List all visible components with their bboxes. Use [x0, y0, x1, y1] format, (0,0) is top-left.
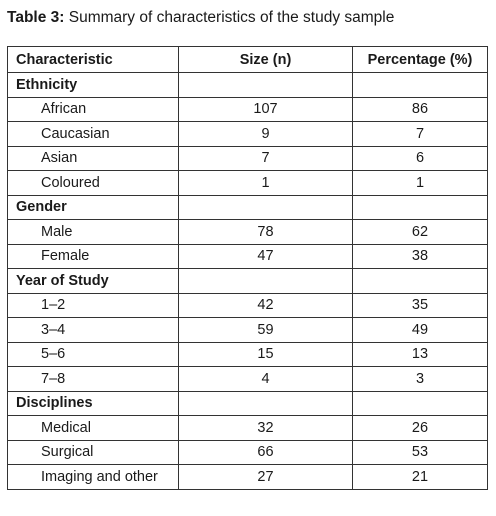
header-size: Size (n): [178, 46, 353, 73]
header-characteristic: Characteristic: [7, 46, 179, 73]
table-header: Characteristic Size (n) Percentage (%): [7, 46, 488, 73]
summary-table: Characteristic Size (n) Percentage (%) E…: [7, 46, 488, 490]
percentage-cell: 7: [352, 121, 488, 147]
size-cell: 78: [178, 219, 353, 245]
table-row: Asian 7 6: [7, 145, 488, 171]
row-label: Surgical: [7, 439, 179, 465]
group-row-gender: Gender: [7, 194, 488, 220]
header-row: Characteristic Size (n) Percentage (%): [7, 46, 488, 73]
group-row-ethnicity: Ethnicity: [7, 72, 488, 98]
empty-cell: [352, 194, 488, 220]
size-cell: 66: [178, 439, 353, 465]
table-row: Imaging and other 27 21: [7, 464, 488, 490]
table-row: 1–2 42 35: [7, 292, 488, 318]
size-cell: 32: [178, 415, 353, 441]
size-cell: 42: [178, 292, 353, 318]
header-percentage: Percentage (%): [352, 46, 488, 73]
empty-cell: [352, 390, 488, 416]
percentage-cell: 6: [352, 145, 488, 171]
size-cell: 107: [178, 96, 353, 122]
table-caption: Table 3: Summary of characteristics of t…: [7, 8, 394, 28]
percentage-cell: 53: [352, 439, 488, 465]
empty-cell: [352, 268, 488, 294]
percentage-cell: 35: [352, 292, 488, 318]
group-label: Gender: [7, 194, 179, 220]
table-row: Surgical 66 53: [7, 439, 488, 465]
percentage-cell: 1: [352, 170, 488, 196]
row-label: Coloured: [7, 170, 179, 196]
table-row: 7–8 4 3: [7, 366, 488, 392]
table-row: 3–4 59 49: [7, 317, 488, 343]
row-label: Male: [7, 219, 179, 245]
group-row-disciplines: Disciplines: [7, 390, 488, 416]
empty-cell: [178, 390, 353, 416]
size-cell: 1: [178, 170, 353, 196]
percentage-cell: 26: [352, 415, 488, 441]
size-cell: 9: [178, 121, 353, 147]
table-body: Ethnicity African 107 86 Caucasian 9 7 A…: [7, 72, 488, 490]
empty-cell: [352, 72, 488, 98]
percentage-cell: 49: [352, 317, 488, 343]
size-cell: 4: [178, 366, 353, 392]
row-label: 7–8: [7, 366, 179, 392]
row-label: 1–2: [7, 292, 179, 318]
table-row: Caucasian 9 7: [7, 121, 488, 147]
row-label: Medical: [7, 415, 179, 441]
table-row: 5–6 15 13: [7, 341, 488, 367]
empty-cell: [178, 194, 353, 220]
percentage-cell: 13: [352, 341, 488, 367]
group-label: Disciplines: [7, 390, 179, 416]
group-row-year-of-study: Year of Study: [7, 268, 488, 294]
row-label: Asian: [7, 145, 179, 171]
size-cell: 7: [178, 145, 353, 171]
size-cell: 59: [178, 317, 353, 343]
table-row: Medical 32 26: [7, 415, 488, 441]
percentage-cell: 62: [352, 219, 488, 245]
table-caption-label: Table 3:: [7, 9, 65, 26]
size-cell: 27: [178, 464, 353, 490]
row-label: 3–4: [7, 317, 179, 343]
row-label: Imaging and other: [7, 464, 179, 490]
group-label: Ethnicity: [7, 72, 179, 98]
size-cell: 15: [178, 341, 353, 367]
percentage-cell: 38: [352, 243, 488, 269]
table-row: Female 47 38: [7, 243, 488, 269]
row-label: African: [7, 96, 179, 122]
size-cell: 47: [178, 243, 353, 269]
percentage-cell: 86: [352, 96, 488, 122]
table-caption-text: Summary of characteristics of the study …: [68, 9, 395, 26]
table-row: Coloured 1 1: [7, 170, 488, 196]
empty-cell: [178, 268, 353, 294]
group-label: Year of Study: [7, 268, 179, 294]
table-row: Male 78 62: [7, 219, 488, 245]
table-row: African 107 86: [7, 96, 488, 122]
row-label: Female: [7, 243, 179, 269]
row-label: Caucasian: [7, 121, 179, 147]
percentage-cell: 3: [352, 366, 488, 392]
row-label: 5–6: [7, 341, 179, 367]
percentage-cell: 21: [352, 464, 488, 490]
empty-cell: [178, 72, 353, 98]
